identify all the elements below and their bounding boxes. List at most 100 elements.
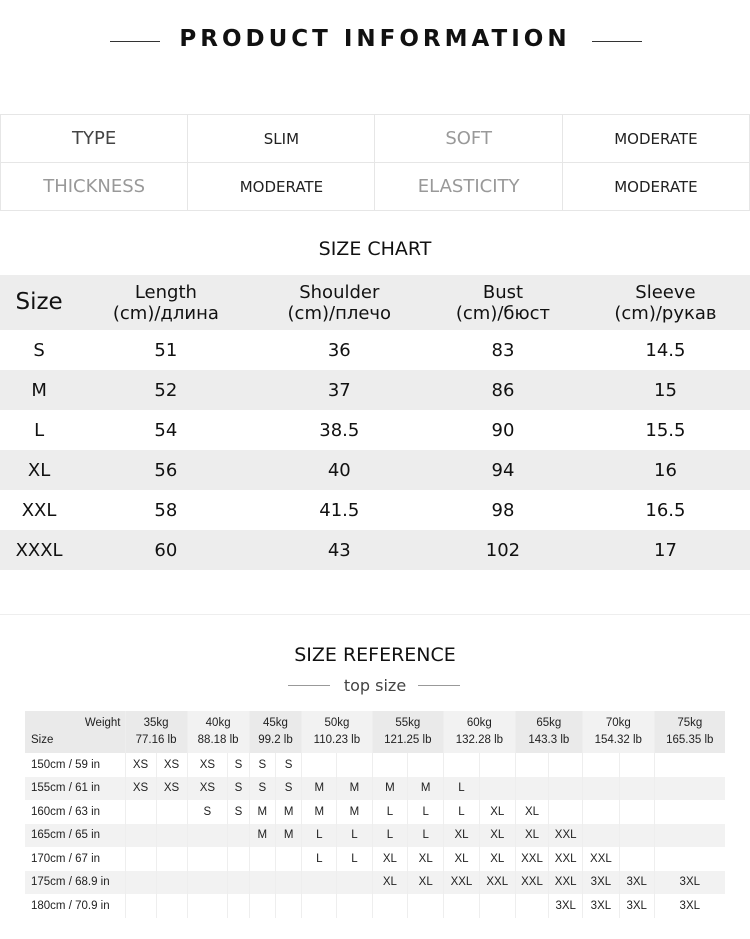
divider — [0, 614, 750, 615]
table-cell: L — [34, 419, 45, 441]
table-cell: 37 — [253, 370, 425, 410]
size-cell — [186, 894, 228, 918]
divider — [592, 41, 642, 42]
header-label: (cm)/плечо — [287, 302, 392, 324]
weight-kg: 45kg — [263, 717, 288, 729]
size-cell: L — [371, 823, 408, 847]
table-cell: 56 — [78, 450, 254, 490]
size-cell: XL — [407, 847, 444, 871]
size-reference-title: SIZE REFERENCE — [294, 644, 456, 666]
table-cell: 43 — [253, 530, 425, 570]
info-row: TYPE SLIM SOFT MODERATE — [0, 114, 750, 163]
size-cell — [336, 870, 373, 894]
size-cell: L — [443, 800, 480, 824]
size-cell: M — [336, 776, 373, 800]
size-cell: XS — [186, 753, 228, 777]
table-cell: M — [0, 370, 79, 410]
size-cell: M — [336, 800, 373, 824]
size-cell: L — [407, 800, 444, 824]
size-cell: XL — [514, 800, 549, 824]
size-cell — [618, 800, 655, 824]
product-info-table: TYPE SLIM SOFT MODERATE THICKNESS MODERATE ELA… — [0, 114, 750, 211]
table-cell: 60 — [78, 530, 254, 570]
table-row: 180cm / 70.9 in 3XL 3XL 3XL 3XL — [25, 894, 725, 918]
weight-header: 70kg 154.32 lb — [582, 711, 655, 753]
height-label: 165cm / 65 in — [25, 823, 125, 847]
table-cell: 83 — [491, 339, 515, 361]
size-cell — [407, 753, 444, 777]
table-cell: 41.5 — [319, 499, 360, 521]
table-cell: 14.5 — [645, 339, 686, 361]
table-cell: 17 — [580, 530, 750, 570]
table-cell: 16.5 — [645, 499, 686, 521]
weight-header: 50kg 110.23 lb — [301, 711, 373, 753]
weight-header: 40kg 88.18 lb — [186, 711, 250, 753]
size-cell — [548, 753, 583, 777]
column-header: Size — [0, 275, 79, 330]
table-cell: 98 — [491, 499, 515, 521]
size-cell — [618, 753, 655, 777]
size-cell — [582, 776, 620, 800]
size-cell — [186, 823, 228, 847]
table-cell: 94 — [425, 450, 581, 490]
height-label: 150cm / 59 in — [31, 758, 101, 771]
weight-lb: 132.28 lb — [455, 734, 504, 746]
size-cell — [478, 894, 516, 918]
header-label: Bust — [482, 281, 524, 303]
info-key: TYPE — [0, 114, 189, 163]
size-cell — [548, 800, 583, 824]
size-cell — [301, 870, 337, 894]
size-cell: XL — [514, 823, 549, 847]
weight-header: 55kg 121.25 lb — [371, 711, 444, 753]
divider — [110, 41, 160, 42]
size-cell: M — [248, 823, 276, 847]
height-label: 160cm / 63 in — [31, 805, 101, 818]
weight-lb: 154.32 lb — [594, 734, 642, 746]
size-cell: L — [301, 847, 337, 871]
weight-header: 75kg 165.35 lb — [653, 711, 725, 753]
table-cell: XL — [0, 450, 79, 490]
column-header: Bust (cm)/бюст — [425, 275, 581, 330]
size-chart-title: SIZE CHART — [318, 238, 432, 260]
size-cell: XL — [443, 847, 480, 871]
size-cell: 3XL — [618, 870, 655, 894]
size-cell — [155, 894, 188, 918]
table-cell: 40 — [253, 450, 425, 490]
size-cell — [227, 823, 250, 847]
size-cell — [582, 753, 620, 777]
size-cell — [653, 800, 725, 824]
size-cell: L — [443, 776, 480, 800]
table-row: 150cm / 59 in XS XS XS S S S — [25, 753, 725, 777]
size-cell: 3XL — [582, 894, 620, 918]
size-cell: L — [336, 847, 373, 871]
size-cell — [407, 894, 444, 918]
size-cell: 3XL — [548, 894, 583, 918]
size-cell: M — [274, 800, 302, 824]
size-cell: XL — [407, 870, 444, 894]
table-row: 170cm / 67 in L L XL XL XL XL XXL XXL XXL — [25, 847, 725, 871]
table-row: S 51 36 83 14.5 — [0, 330, 750, 370]
header-label: (cm)/рукав — [614, 302, 717, 324]
size-cell: XL — [478, 823, 516, 847]
size-cell — [227, 870, 250, 894]
weight-lb: 121.25 lb — [384, 734, 432, 746]
table-row: 165cm / 65 in M M L L L L XL XL XL XXL — [25, 823, 725, 847]
size-cell: XS — [186, 776, 228, 800]
size-cell: 3XL — [653, 894, 725, 918]
weight-header: 35kg 77.16 lb — [124, 711, 188, 753]
size-cell — [653, 823, 725, 847]
size-cell: S — [248, 776, 276, 800]
size-cell — [301, 753, 337, 777]
size-cell: XS — [155, 776, 188, 800]
size-cell — [336, 894, 373, 918]
size-cell: XXL — [548, 870, 583, 894]
size-cell — [653, 776, 725, 800]
size-cell — [274, 870, 302, 894]
header-label: Size — [15, 289, 63, 315]
size-cell: XXL — [582, 847, 620, 871]
size-cell — [124, 847, 157, 871]
size-cell — [443, 753, 480, 777]
info-key: ELASTICITY — [374, 162, 563, 211]
size-cell — [155, 847, 188, 871]
weight-kg: 70kg — [605, 717, 631, 729]
